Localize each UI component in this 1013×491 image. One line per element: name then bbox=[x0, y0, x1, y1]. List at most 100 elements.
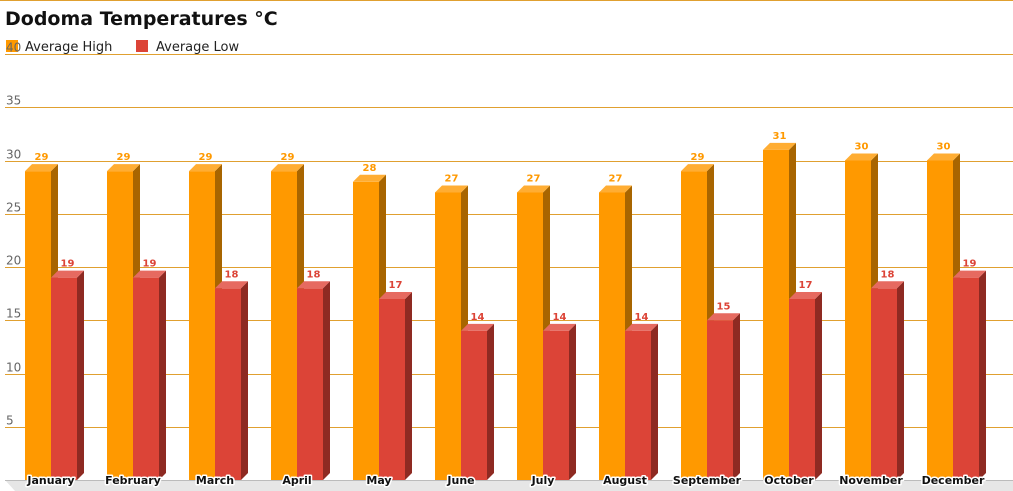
bar-front-average-high-november bbox=[845, 160, 871, 480]
x-tick-label-april: April bbox=[282, 474, 311, 487]
bar-top-average-low-may bbox=[379, 291, 412, 299]
bar-front-average-high-september bbox=[681, 171, 707, 480]
x-tick-label-february: February bbox=[105, 474, 161, 487]
value-label-average-low-may: 17 bbox=[389, 280, 403, 291]
bar-front-average-low-february bbox=[133, 277, 159, 480]
bar-average-high-september[interactable] bbox=[681, 164, 714, 480]
value-label-average-low-april: 18 bbox=[307, 269, 321, 280]
value-label-average-high-november: 30 bbox=[855, 142, 869, 153]
value-label-average-low-january: 19 bbox=[61, 259, 75, 270]
x-tick-label-july: July bbox=[531, 474, 555, 487]
x-tick-label-august: August bbox=[603, 474, 647, 487]
bar-average-low-november[interactable] bbox=[871, 281, 904, 480]
value-label-average-high-september: 29 bbox=[691, 152, 705, 163]
y-tick-label-10: 10 bbox=[6, 361, 21, 375]
bar-average-low-september[interactable] bbox=[707, 313, 740, 480]
bar-top-average-high-october bbox=[763, 142, 796, 150]
bar-front-average-low-april bbox=[297, 288, 323, 480]
bar-average-low-june[interactable] bbox=[461, 323, 494, 480]
bar-top-average-low-september bbox=[707, 313, 740, 321]
value-label-average-low-october: 17 bbox=[799, 280, 813, 291]
bar-top-average-high-june bbox=[435, 185, 468, 193]
value-label-average-low-june: 14 bbox=[471, 312, 485, 323]
bar-side-average-low-november bbox=[897, 281, 904, 480]
x-tick-label-march: March bbox=[196, 474, 234, 487]
bar-front-average-low-november bbox=[871, 288, 897, 480]
value-label-average-high-february: 29 bbox=[117, 152, 131, 163]
value-label-average-high-march: 29 bbox=[199, 152, 213, 163]
bar-front-average-high-july bbox=[517, 192, 543, 480]
bar-top-average-high-february bbox=[107, 164, 140, 172]
y-tick-label-15: 15 bbox=[6, 307, 21, 321]
bar-side-average-low-september bbox=[733, 313, 740, 480]
bar-top-average-high-january bbox=[25, 164, 58, 172]
bars bbox=[25, 142, 986, 481]
bar-front-average-low-may bbox=[379, 298, 405, 480]
bar-top-average-low-december bbox=[953, 270, 986, 278]
bar-front-average-low-october bbox=[789, 298, 815, 480]
value-label-average-high-april: 29 bbox=[281, 152, 295, 163]
bar-average-high-july[interactable] bbox=[517, 185, 550, 480]
month-labels: January February March April May June July Augu… bbox=[25, 473, 987, 489]
bar-front-average-low-january bbox=[51, 277, 77, 480]
x-tick-label-june: June bbox=[446, 474, 474, 487]
value-label-average-low-november: 18 bbox=[881, 269, 895, 280]
bar-average-low-may[interactable] bbox=[379, 291, 412, 480]
bar-average-low-july[interactable] bbox=[543, 323, 576, 480]
legend-item-average-high[interactable]: Average High bbox=[6, 40, 112, 55]
value-label-average-high-december: 30 bbox=[937, 142, 951, 153]
bar-top-average-high-july bbox=[517, 185, 550, 193]
bar-top-average-high-april bbox=[271, 164, 304, 172]
bar-average-low-december[interactable] bbox=[953, 270, 986, 480]
bar-front-average-low-august bbox=[625, 330, 651, 480]
value-label-average-high-may: 28 bbox=[363, 163, 377, 174]
bar-average-low-february[interactable] bbox=[133, 270, 166, 480]
y-tick-label-35: 35 bbox=[6, 94, 21, 108]
x-tick-label-october: October bbox=[764, 474, 814, 487]
bar-side-average-low-march bbox=[241, 281, 248, 480]
value-label-average-low-august: 14 bbox=[635, 312, 649, 323]
bar-average-low-january[interactable] bbox=[51, 270, 84, 480]
y-tick-label-25: 25 bbox=[6, 201, 21, 215]
value-label-average-high-july: 27 bbox=[527, 173, 541, 184]
bar-average-low-october[interactable] bbox=[789, 291, 822, 480]
bar-front-average-high-may bbox=[353, 181, 379, 481]
legend-item-average-low[interactable]: Average Low bbox=[136, 40, 239, 55]
value-label-average-low-july: 14 bbox=[553, 312, 567, 323]
bar-side-average-low-june bbox=[487, 323, 494, 480]
legend: Average High Average Low bbox=[6, 40, 239, 55]
bar-top-average-low-october bbox=[789, 291, 822, 299]
bar-top-average-low-january bbox=[51, 270, 84, 278]
bar-front-average-low-december bbox=[953, 277, 979, 480]
bar-average-low-april[interactable] bbox=[297, 281, 330, 480]
bar-side-average-low-december bbox=[979, 270, 986, 480]
legend-label-average-low: Average Low bbox=[156, 40, 239, 55]
y-tick-label-20: 20 bbox=[6, 254, 21, 268]
value-label-average-high-january: 29 bbox=[35, 152, 49, 163]
bar-front-average-low-july bbox=[543, 330, 569, 480]
legend-swatch-average-high bbox=[6, 40, 18, 52]
bar-average-high-august[interactable] bbox=[599, 185, 632, 480]
bar-front-average-high-january bbox=[25, 171, 51, 480]
y-axis-ticks: 5 10 15 20 25 30 35 40 bbox=[6, 41, 21, 428]
bar-side-average-low-january bbox=[77, 270, 84, 480]
bar-front-average-high-august bbox=[599, 192, 625, 480]
x-tick-label-december: December bbox=[922, 474, 985, 487]
bar-front-average-high-october bbox=[763, 149, 789, 480]
bar-average-low-august[interactable] bbox=[625, 323, 658, 480]
x-tick-label-may: May bbox=[366, 474, 391, 487]
legend-label-average-high: Average High bbox=[25, 40, 112, 55]
bar-average-low-march[interactable] bbox=[215, 281, 248, 480]
bar-top-average-high-august bbox=[599, 185, 632, 193]
bar-front-average-high-december bbox=[927, 160, 953, 480]
value-label-average-high-june: 27 bbox=[445, 173, 459, 184]
bar-top-average-low-april bbox=[297, 281, 330, 289]
value-labels: 29 19 29 19 29 18 29 18 28 17 27 14 27 14 27 14 29 15 31 17… bbox=[35, 131, 977, 323]
value-label-average-low-september: 15 bbox=[717, 301, 731, 312]
y-tick-label-5: 5 bbox=[6, 414, 14, 428]
bar-front-average-high-april bbox=[271, 171, 297, 480]
bar-top-average-low-july bbox=[543, 323, 576, 331]
bar-top-average-low-august bbox=[625, 323, 658, 331]
bar-top-average-high-december bbox=[927, 153, 960, 161]
bar-front-average-high-june bbox=[435, 192, 461, 480]
